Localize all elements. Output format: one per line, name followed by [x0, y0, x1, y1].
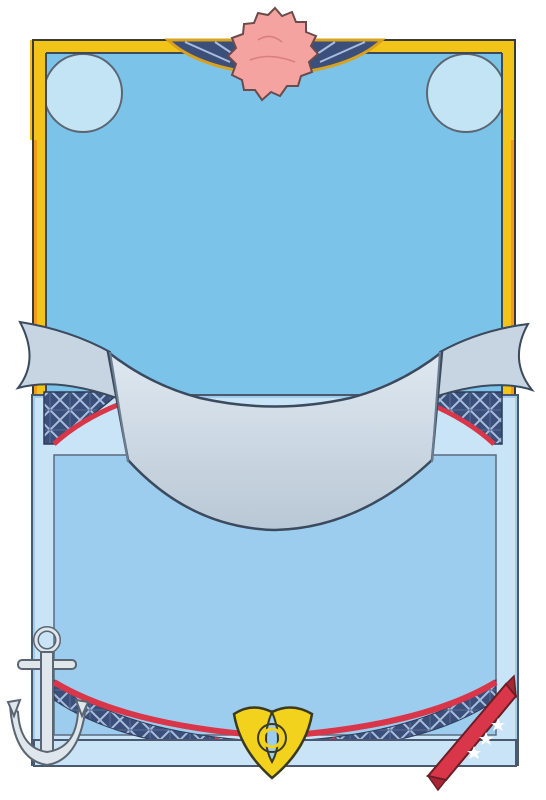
- corner-circle-top-left: [43, 53, 123, 133]
- ribbon-bookmark-icon: [426, 674, 518, 792]
- title-banner: [15, 320, 535, 532]
- star-icon: [491, 718, 505, 731]
- corner-circle-top-right: [426, 53, 506, 133]
- pink-flower-icon: [226, 6, 320, 102]
- rarity-stars: [467, 718, 505, 759]
- body-frame: [31, 394, 519, 766]
- star-icon: [467, 746, 481, 759]
- star-icon: [479, 732, 493, 745]
- triquetra-knot-icon: [232, 706, 314, 780]
- anchor-icon: [6, 626, 90, 767]
